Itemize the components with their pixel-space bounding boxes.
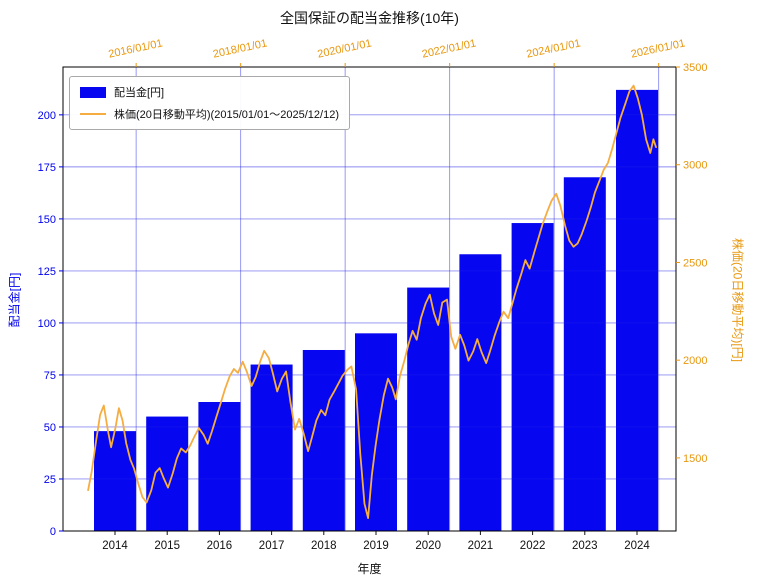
left-tick-label: 200: [38, 110, 56, 122]
bar-2014: [94, 431, 136, 531]
right-tick-label: 3000: [683, 160, 707, 172]
bar-2024: [616, 89, 658, 532]
bottom-axis-label: 年度: [357, 562, 382, 576]
legend-item-stock-price: 株価(20日移動平均)(2015/01/01～2025/12/12): [80, 106, 339, 122]
top-tick-label: 2018/01/01: [212, 37, 268, 60]
left-tick-label: 175: [38, 162, 56, 174]
bottom-tick-label: 2018: [311, 540, 337, 552]
top-tick-label: 2022/01/01: [421, 37, 477, 60]
top-tick-label: 2024/01/01: [525, 37, 581, 60]
bar-2016: [198, 401, 241, 531]
bottom-tick-label: 2015: [154, 540, 180, 552]
left-tick-label: 25: [44, 474, 56, 486]
bar-2015: [146, 416, 189, 531]
bottom-tick-label: 2019: [363, 540, 389, 552]
bottom-tick-label: 2016: [207, 540, 233, 552]
right-tick-label: 2500: [683, 257, 707, 269]
bottom-tick-label: 2023: [572, 540, 598, 552]
bottom-tick-label: 2014: [102, 540, 128, 552]
left-tick-label: 125: [38, 266, 56, 278]
bottom-tick-label: 2022: [520, 540, 546, 552]
bottom-tick-label: 2020: [415, 540, 441, 552]
right-tick-label: 3500: [683, 62, 707, 74]
bar-2019: [355, 333, 397, 531]
legend-label-stock-price: 株価(20日移動平均)(2015/01/01～2025/12/12): [114, 109, 339, 121]
legend-label-dividend: 配当金[円]: [114, 87, 165, 99]
left-tick-label: 0: [50, 526, 56, 538]
dividend-swatch: [80, 86, 106, 98]
bottom-tick-label: 2021: [468, 540, 494, 552]
legend-item-dividend: 配当金[円]: [80, 84, 339, 100]
left-axis-label: 配当金[円]: [7, 272, 22, 328]
top-tick-label: 2026/01/01: [630, 37, 686, 60]
top-tick-label: 2020/01/01: [316, 37, 372, 60]
bottom-tick-label: 2024: [624, 540, 650, 552]
bar-2017: [250, 364, 293, 531]
left-tick-label: 100: [38, 318, 56, 330]
bottom-tick-label: 2017: [259, 540, 285, 552]
bar-2020: [407, 287, 450, 531]
bar-2022: [511, 223, 554, 531]
left-tick-label: 75: [44, 370, 56, 382]
stock-price-swatch: [80, 113, 106, 115]
plot-border: [62, 66, 677, 532]
left-tick-label: 50: [44, 422, 56, 434]
right-axis-label: 株価(20日移動平均)[円]: [730, 237, 745, 363]
chart-title: 全国保証の配当金推移(10年): [280, 10, 459, 26]
stock-price-line: [87, 84, 657, 519]
bar-2018: [302, 349, 345, 531]
bar-2023: [563, 177, 606, 532]
legend: 配当金[円] 株価(20日移動平均)(2015/01/01～2025/12/12…: [69, 76, 350, 130]
left-tick-label: 150: [38, 214, 56, 226]
top-tick-label: 2016/01/01: [107, 37, 163, 60]
right-tick-label: 1500: [683, 453, 707, 465]
right-tick-label: 2000: [683, 355, 707, 367]
bar-2021: [459, 254, 502, 531]
